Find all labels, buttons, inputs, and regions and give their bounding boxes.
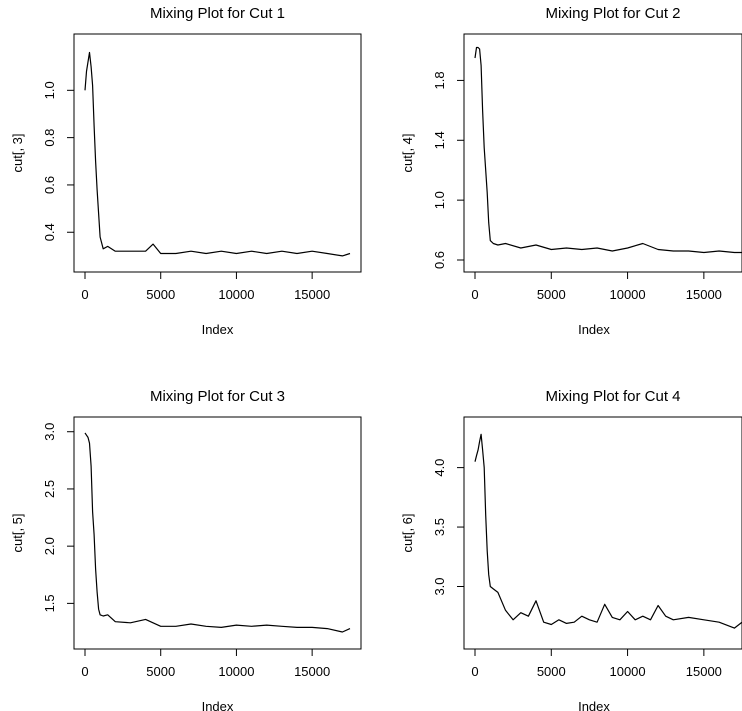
chart-title: Mixing Plot for Cut 1	[150, 5, 285, 22]
y-tick-label: 1.8	[432, 71, 447, 89]
plot-box	[73, 33, 362, 273]
x-tick-label: 15000	[294, 287, 330, 302]
y-tick-label: 0.6	[432, 251, 447, 269]
y-tick-label: 0.6	[42, 176, 57, 194]
y-tick-label: 0.8	[42, 129, 57, 147]
x-tick-label: 15000	[686, 287, 722, 302]
x-tick-label: 5000	[537, 664, 566, 679]
x-tick-label: 10000	[218, 664, 254, 679]
chart-panel-2: Mixing Plot for Cut 2 0 5000 10000 15000 Inde…	[400, 5, 742, 337]
chart-panel-4: Mixing Plot for Cut 4 0 5000 10000 15000 Inde…	[400, 388, 742, 711]
x-axis-label: Index	[202, 699, 234, 711]
y-tick-label: 1.4	[432, 131, 447, 149]
y-tick-label: 4.0	[432, 459, 447, 477]
trace-line-1	[84, 432, 351, 633]
trace-line-1	[474, 433, 742, 629]
y-tick-label: 2.0	[42, 537, 57, 555]
y-tick-label: 1.5	[42, 594, 57, 612]
trace-line-1	[84, 51, 351, 257]
y-tick-label: 1.0	[42, 81, 57, 99]
x-tick-label: 0	[81, 287, 88, 302]
y-tick-label: 3.5	[432, 518, 447, 536]
y-tick-label: 0.4	[42, 223, 57, 241]
x-tick-label: 10000	[218, 287, 254, 302]
x-tick-label: 5000	[146, 287, 175, 302]
x-tick-label: 15000	[294, 664, 330, 679]
plot-box	[463, 33, 742, 273]
chart-title: Mixing Plot for Cut 2	[545, 5, 680, 22]
y-tick-label: 2.5	[42, 480, 57, 498]
y-axis-label: cut[, 3]	[10, 133, 25, 172]
x-tick-label: 0	[81, 664, 88, 679]
y-tick-label: 1.0	[432, 191, 447, 209]
plot-box	[73, 416, 362, 650]
y-axis-label: cut[, 6]	[400, 513, 415, 552]
y-axis-label: cut[, 4]	[400, 133, 415, 172]
trace-line-1	[474, 46, 742, 254]
x-tick-label: 10000	[609, 664, 645, 679]
x-tick-label: 15000	[686, 664, 722, 679]
chart-title: Mixing Plot for Cut 3	[150, 388, 285, 405]
y-tick-label: 3.0	[432, 577, 447, 595]
y-axis-label: cut[, 5]	[10, 513, 25, 552]
chart-title: Mixing Plot for Cut 4	[545, 388, 680, 405]
x-axis-label: Index	[578, 322, 610, 337]
plot-box	[463, 416, 742, 650]
x-tick-label: 10000	[609, 287, 645, 302]
chart-panel-1: Mixing Plot for Cut 1 0 5000 10000 15000 Inde…	[10, 5, 362, 337]
x-tick-label: 0	[471, 664, 478, 679]
x-axis-label: Index	[578, 699, 610, 711]
x-tick-label: 5000	[537, 287, 566, 302]
chart-panel-3: Mixing Plot for Cut 3 0 5000 10000 15000 Inde…	[10, 388, 362, 711]
x-tick-label: 0	[471, 287, 478, 302]
x-axis-label: Index	[202, 322, 234, 337]
y-tick-label: 3.0	[42, 423, 57, 441]
x-tick-label: 5000	[146, 664, 175, 679]
